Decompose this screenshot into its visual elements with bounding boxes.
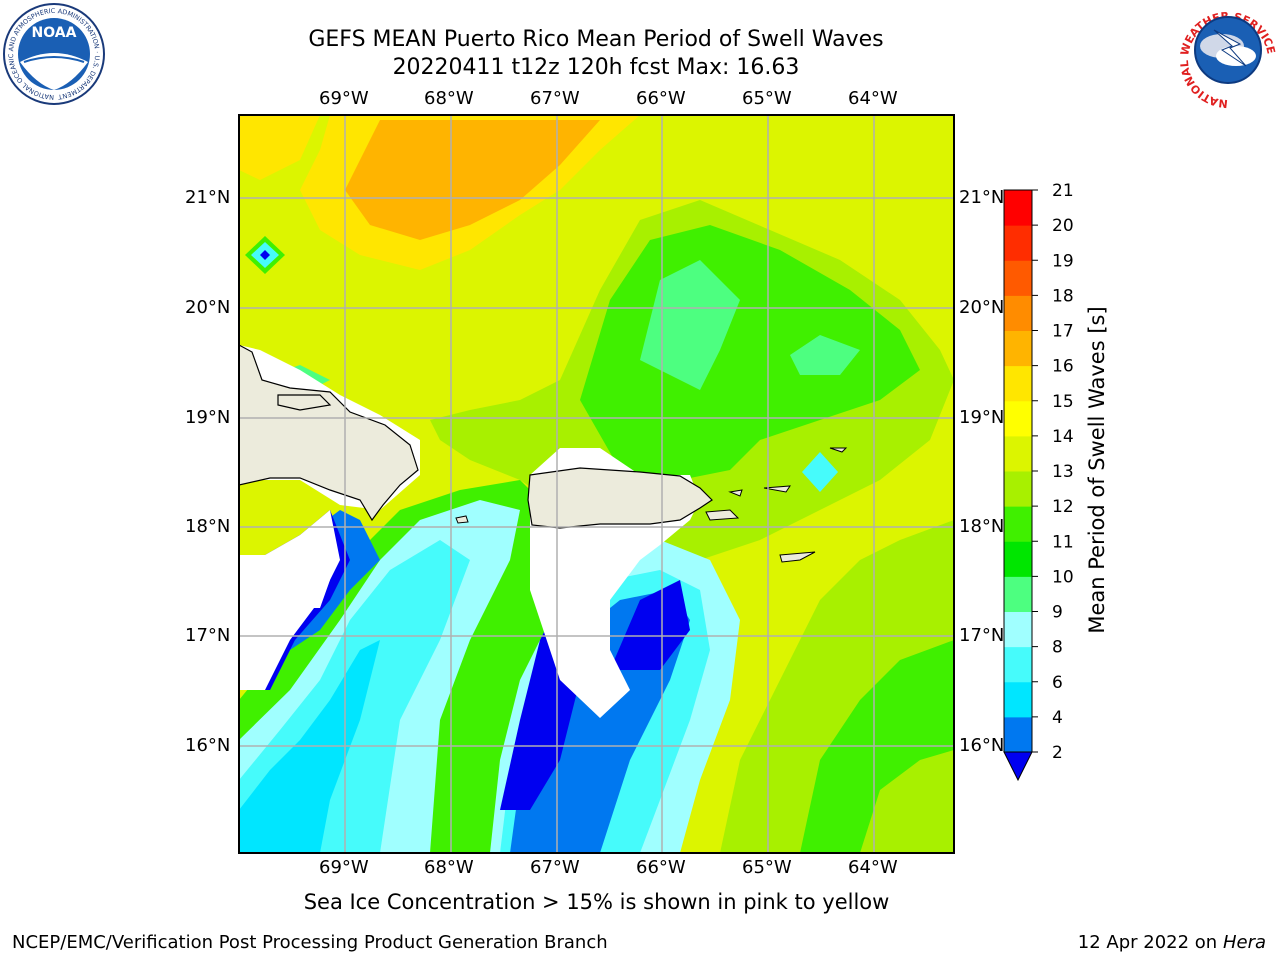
lon-label-bottom: 65°W <box>742 857 792 878</box>
colorbar-segment <box>1004 330 1032 367</box>
colorbar-segment <box>1004 260 1032 296</box>
colorbar-segment <box>1004 646 1032 683</box>
lon-label-top: 68°W <box>424 88 474 109</box>
lat-label-right: 17°N <box>959 625 1005 646</box>
lon-label-top: 64°W <box>848 88 898 109</box>
lon-label-bottom: 66°W <box>636 857 686 878</box>
colorbar-segment <box>1004 506 1032 542</box>
lat-label-left: 19°N <box>185 407 231 428</box>
lat-label-left: 21°N <box>185 187 231 208</box>
colorbar-tick-label: 20 <box>1052 216 1074 236</box>
lon-label-top: 65°W <box>742 88 792 109</box>
colorbar-segment <box>1004 225 1032 261</box>
lat-label-left: 20°N <box>185 297 231 318</box>
colorbar-tick-label: 13 <box>1052 462 1074 482</box>
footer-host: Hera <box>1222 932 1266 953</box>
colorbar-tick-label: 9 <box>1052 603 1063 623</box>
lon-label-bottom: 67°W <box>530 857 580 878</box>
lon-label-bottom: 69°W <box>319 857 369 878</box>
lat-label-left: 17°N <box>185 625 231 646</box>
colorbar-tick-label: 8 <box>1052 638 1063 658</box>
footer-credit: NCEP/EMC/Verification Post Processing Pr… <box>12 932 608 953</box>
colorbar-extend-arrow <box>1003 751 1033 782</box>
colorbar-segment <box>1004 365 1032 402</box>
lat-label-right: 20°N <box>959 297 1005 318</box>
colorbar-segment <box>1004 716 1032 753</box>
colorbar-segment <box>1004 611 1032 648</box>
colorbar-segment <box>1004 400 1032 437</box>
colorbar: 2 4 6 8 9 10 11 12 13 14 15 16 17 18 19 20 21 <box>1003 181 1074 782</box>
lon-label-top: 67°W <box>530 88 580 109</box>
map-grid <box>239 115 954 853</box>
lat-label-left: 16°N <box>185 735 231 756</box>
lon-label-top: 66°W <box>636 88 686 109</box>
noaa-logo-text: NOAA <box>32 25 77 41</box>
colorbar-tick-label: 18 <box>1052 286 1074 306</box>
colorbar-segment <box>1004 541 1032 577</box>
lon-label-bottom: 68°W <box>424 857 474 878</box>
map-frame <box>238 114 955 854</box>
colorbar-segment <box>1004 435 1032 472</box>
colorbar-tick-label: 6 <box>1052 673 1063 693</box>
colorbar-tick-label: 19 <box>1052 251 1074 271</box>
colorbar-tick-label: 11 <box>1052 532 1074 552</box>
lat-label-right: 19°N <box>959 407 1005 428</box>
colorbar-tick-label: 17 <box>1052 322 1074 342</box>
caption: Sea Ice Concentration > 15% is shown in … <box>303 890 890 914</box>
colorbar-label: Mean Period of Swell Waves [s] <box>1085 306 1109 634</box>
footer-date-text: 12 Apr 2022 on <box>1077 932 1223 953</box>
colorbar-tick-label: 21 <box>1052 181 1074 201</box>
noaa-logo: NATIONAL OCEANIC AND ATMOSPHERIC ADMINIS… <box>0 0 105 105</box>
colorbar-segment <box>1004 471 1032 507</box>
lat-label-right: 18°N <box>959 516 1005 537</box>
colorbar-tick-label: 15 <box>1052 392 1074 412</box>
lon-label-top: 69°W <box>319 88 369 109</box>
colorbar-segment <box>1004 681 1032 718</box>
lat-label-right: 16°N <box>959 735 1005 756</box>
colorbar-tick-label: 2 <box>1052 743 1063 763</box>
chart-subtitle: 20220411 t12z 120h fcst Max: 16.63 <box>392 55 800 80</box>
footer-date: 12 Apr 2022 on Hera <box>1078 932 1266 953</box>
colorbar-segment <box>1004 576 1032 612</box>
colorbar-tick-label: 14 <box>1052 427 1074 447</box>
chart-title: GEFS MEAN Puerto Rico Mean Period of Swe… <box>308 27 884 52</box>
map-field <box>239 115 954 853</box>
colorbar-tick-label: 12 <box>1052 497 1074 517</box>
lat-label-right: 21°N <box>959 187 1005 208</box>
lat-label-left: 18°N <box>185 516 231 537</box>
colorbar-segment <box>1004 190 1032 226</box>
colorbar-tick-label: 10 <box>1052 567 1074 587</box>
colorbar-tick-label: 16 <box>1052 357 1074 377</box>
colorbar-segment <box>1004 295 1032 331</box>
colorbar-tick-label: 4 <box>1052 708 1063 728</box>
lon-label-bottom: 64°W <box>848 857 898 878</box>
